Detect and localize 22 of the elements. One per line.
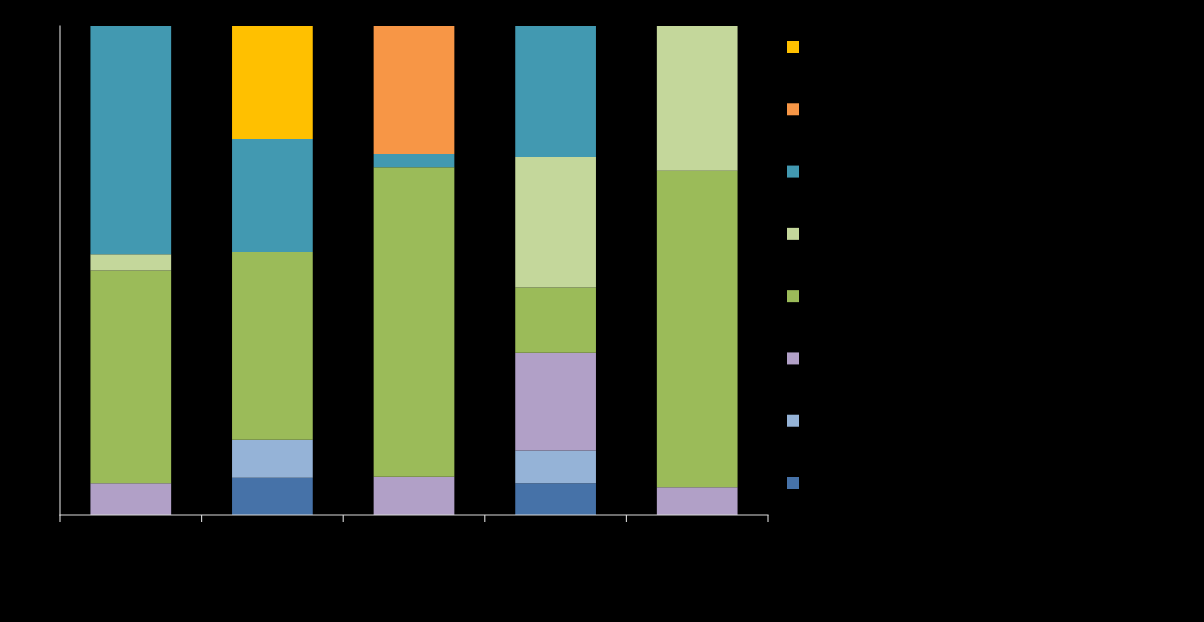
bar <box>232 251 313 440</box>
bar <box>90 26 172 255</box>
bar <box>656 26 738 171</box>
bar <box>515 157 596 288</box>
bar <box>373 476 455 515</box>
bar <box>656 170 738 488</box>
bar <box>373 167 455 477</box>
bar <box>515 483 596 515</box>
bar <box>515 26 596 158</box>
bar <box>515 287 596 353</box>
bar <box>232 477 313 515</box>
bar <box>515 450 596 484</box>
bar <box>90 483 172 515</box>
bar <box>232 439 313 478</box>
bar <box>515 352 596 451</box>
bar <box>373 26 455 155</box>
bar <box>232 138 313 252</box>
bar <box>656 487 738 515</box>
bar <box>90 254 172 271</box>
bar <box>232 26 313 139</box>
bar <box>373 154 455 168</box>
bar <box>90 270 172 484</box>
